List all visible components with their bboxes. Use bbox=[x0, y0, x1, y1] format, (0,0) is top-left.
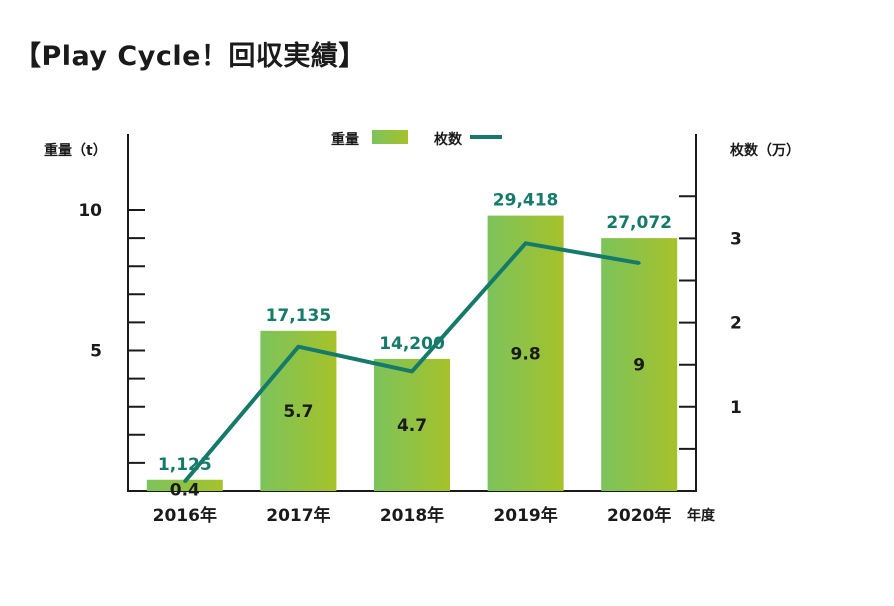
x-axis-tick-label: 2018年 bbox=[380, 505, 444, 526]
x-axis-tick-label: 2017年 bbox=[266, 505, 330, 526]
data-labels: 0.4 5.7 4.7 9.8 9 1,125 17,135 14,200 29,418 27,0… bbox=[158, 191, 672, 501]
bar-value-label: 4.7 bbox=[397, 416, 427, 436]
line-value-label: 14,200 bbox=[379, 334, 445, 354]
bar bbox=[487, 215, 564, 491]
legend: 重量 枚数 bbox=[331, 130, 502, 148]
left-axis-title: 重量（t） bbox=[44, 142, 107, 159]
x-axis-title: 年度 bbox=[687, 507, 716, 524]
line-value-label: 29,418 bbox=[493, 191, 559, 211]
bar bbox=[601, 238, 678, 491]
axes: 5 10 1 2 3 2016年 2017年 2018年 2019年 2020年 bbox=[78, 134, 742, 526]
line-value-label: 27,072 bbox=[606, 213, 672, 233]
line-value-label: 17,135 bbox=[266, 306, 332, 326]
bar-value-label: 5.7 bbox=[283, 402, 313, 422]
left-axis-tick-label: 5 bbox=[90, 342, 102, 362]
line-point bbox=[183, 480, 187, 484]
bar bbox=[374, 358, 450, 491]
legend-swatch-weight bbox=[372, 130, 408, 144]
bar-value-label: 9.8 bbox=[511, 344, 541, 364]
right-axis-title: 枚数（万） bbox=[730, 142, 800, 159]
legend-label-count: 枚数 bbox=[434, 131, 463, 148]
bars bbox=[146, 215, 678, 491]
line-point bbox=[637, 261, 641, 265]
bar bbox=[260, 330, 337, 491]
legend-label-weight: 重量 bbox=[331, 131, 359, 148]
line-value-label: 1,125 bbox=[158, 455, 212, 475]
line-point bbox=[524, 241, 528, 245]
line-point bbox=[410, 369, 414, 373]
x-axis-tick-label: 2019年 bbox=[493, 505, 557, 526]
bar-value-label: 9 bbox=[633, 356, 645, 376]
left-axis-tick-label: 10 bbox=[78, 201, 102, 221]
page-title: 【Play Cycle！回収実績】 bbox=[14, 41, 366, 72]
bar-value-label: 0.4 bbox=[170, 480, 200, 500]
x-axis-tick-label: 2016年 bbox=[153, 505, 217, 526]
right-axis-tick-label: 2 bbox=[730, 314, 742, 334]
line-point bbox=[296, 345, 300, 349]
right-axis-tick-label: 3 bbox=[730, 229, 742, 249]
line-series bbox=[183, 241, 641, 484]
x-axis-tick-label: 2020年 bbox=[607, 505, 671, 526]
bar bbox=[146, 479, 223, 491]
right-axis-tick-label: 1 bbox=[730, 398, 742, 418]
